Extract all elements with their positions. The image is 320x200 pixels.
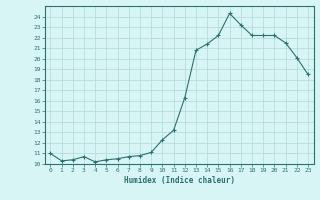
X-axis label: Humidex (Indice chaleur): Humidex (Indice chaleur) [124, 176, 235, 185]
